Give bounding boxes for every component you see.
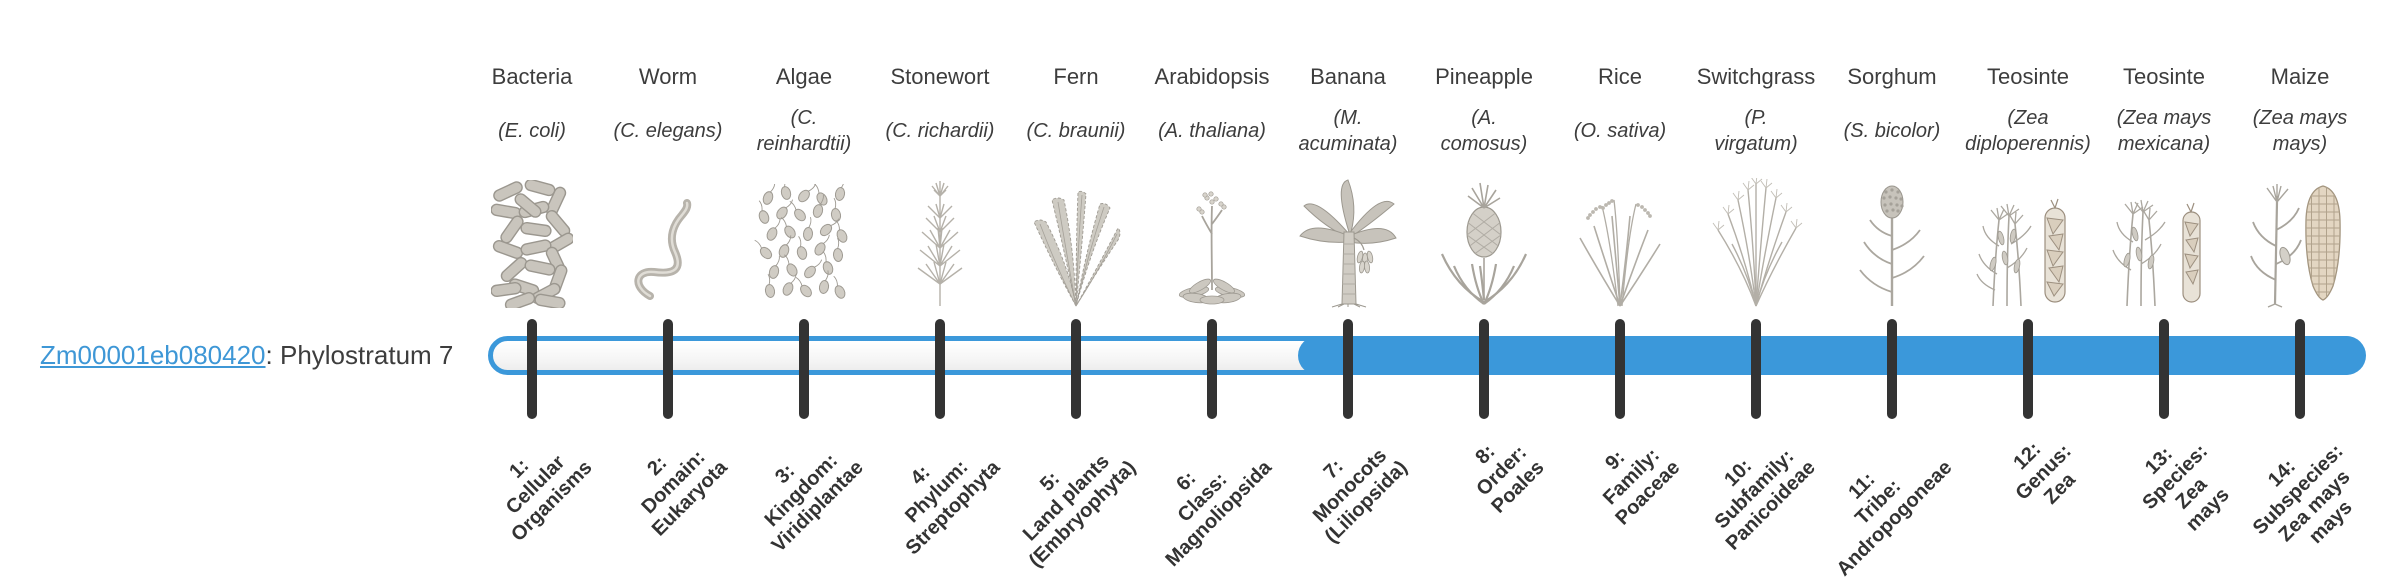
taxon-latin-name: (Zea mays mexicana) (2116, 107, 2212, 155)
taxon-latin-name: (O. sativa) (1573, 120, 1667, 142)
timeline-tick (1071, 319, 1081, 419)
timeline-tick (1479, 319, 1489, 419)
stratum-label: 1: Cellular Organisms (501, 451, 597, 546)
timeline-tick (1615, 319, 1625, 419)
teosinte-mexicana-illustration (2109, 176, 2219, 308)
taxon-latin-name: (Zea mays mays) (2252, 107, 2348, 155)
stratum-label: 9: Family: Poaceae (1598, 444, 1685, 530)
maize-plant-illustration (2245, 176, 2355, 308)
taxon-common-name: Sorghum (1847, 64, 1937, 89)
timeline-tick (2023, 319, 2033, 419)
gene-id-link[interactable]: Zm00001eb080420 (40, 340, 266, 370)
arabidopsis-illustration (1157, 176, 1267, 308)
phylostratum-bar-fill (1298, 336, 2366, 375)
switchgrass-illustration (1701, 176, 1811, 308)
taxon-latin-name: (C. richardii) (885, 120, 995, 142)
stratum-label: 13: Species: Zea mays (2138, 440, 2234, 536)
stratum-label: 4: Phylum: Streptophyta (900, 455, 1005, 560)
taxon-latin-name: (M. acuminata) (1298, 107, 1398, 155)
taxon-latin-name: (E. coli) (498, 120, 566, 142)
taxon-latin-name: (P. virgatum) (1714, 107, 1798, 155)
taxon-latin-name: (C. braunii) (1026, 120, 1126, 142)
timeline-tick (935, 319, 945, 419)
stratum-label: 2: Domain: Eukaryota (637, 446, 733, 541)
stratum-label: 7: Monocots (Liliopsida) (1309, 444, 1413, 548)
banana-plant-illustration (1293, 176, 1403, 308)
taxon-latin-name: (S. bicolor) (1843, 120, 1941, 142)
stratum-label: 6: Class: Magnoliopsida (1161, 456, 1277, 572)
timeline-tick (663, 319, 673, 419)
stonewort-illustration (885, 176, 995, 308)
timeline-tick (799, 319, 809, 419)
timeline-tick (527, 319, 537, 419)
worm-illustration (613, 176, 723, 308)
stratum-label: 12: Genus: Zea (2009, 438, 2080, 509)
taxon-common-name: Pineapple (1435, 64, 1533, 89)
taxon-latin-name: (C. reinhardtii) (756, 107, 852, 155)
teosinte-diploperennis-illustration (1973, 176, 2083, 308)
algae-illustration (749, 176, 859, 308)
taxon-latin-name: (A. thaliana) (1158, 120, 1266, 142)
pineapple-illustration (1429, 176, 1539, 308)
taxon-common-name: Teosinte (2123, 64, 2205, 89)
fern-illustration (1021, 176, 1131, 308)
stratum-label: 14: Subspecies: Zea mays mays (2248, 440, 2357, 549)
taxon-common-name: Stonewort (890, 64, 990, 89)
sorghum-illustration (1837, 176, 1947, 308)
timeline-tick (2159, 319, 2169, 419)
timeline-tick (1751, 319, 1761, 419)
taxon-latin-name: (C. elegans) (613, 120, 723, 142)
stratum-label: 10: Subfamily: Panicoideae (1710, 445, 1821, 555)
rice-plant-illustration (1565, 176, 1675, 308)
stratum-label: 5: Land plants (Embryophyta) (1018, 450, 1141, 572)
taxon-common-name: Bacteria (491, 64, 573, 89)
taxon-common-name: Arabidopsis (1154, 64, 1270, 89)
taxon-latin-name: (A. comosus) (1440, 107, 1528, 155)
timeline-tick (1207, 319, 1217, 419)
taxon-common-name: Switchgrass (1696, 64, 1816, 89)
taxon-common-name: Fern (1053, 64, 1099, 89)
taxon-common-name: Worm (638, 64, 698, 89)
taxon-common-name: Rice (1597, 64, 1642, 89)
stratum-label: 3: Kingdom: Viridiplantae (760, 449, 869, 557)
timeline-tick (1887, 319, 1897, 419)
taxon-common-name: Teosinte (1987, 64, 2069, 89)
timeline-tick (1343, 319, 1353, 419)
stratum-label: 11: Tribe: Andropogoneae (1832, 456, 1957, 580)
timeline-tick (2295, 319, 2305, 419)
phylostratum-text: : Phylostratum 7 (265, 340, 454, 370)
taxon-latin-name: (Zea diploperennis) (1965, 107, 2091, 155)
taxon-common-name: Maize (2270, 64, 2330, 89)
taxon-common-name: Algae (775, 64, 833, 89)
stratum-label: 8: Order: Poales (1470, 440, 1549, 518)
gene-label: Zm00001eb080420: Phylostratum 7 (40, 337, 453, 373)
bacteria-illustration (477, 176, 587, 308)
taxon-common-name: Banana (1310, 64, 1386, 89)
